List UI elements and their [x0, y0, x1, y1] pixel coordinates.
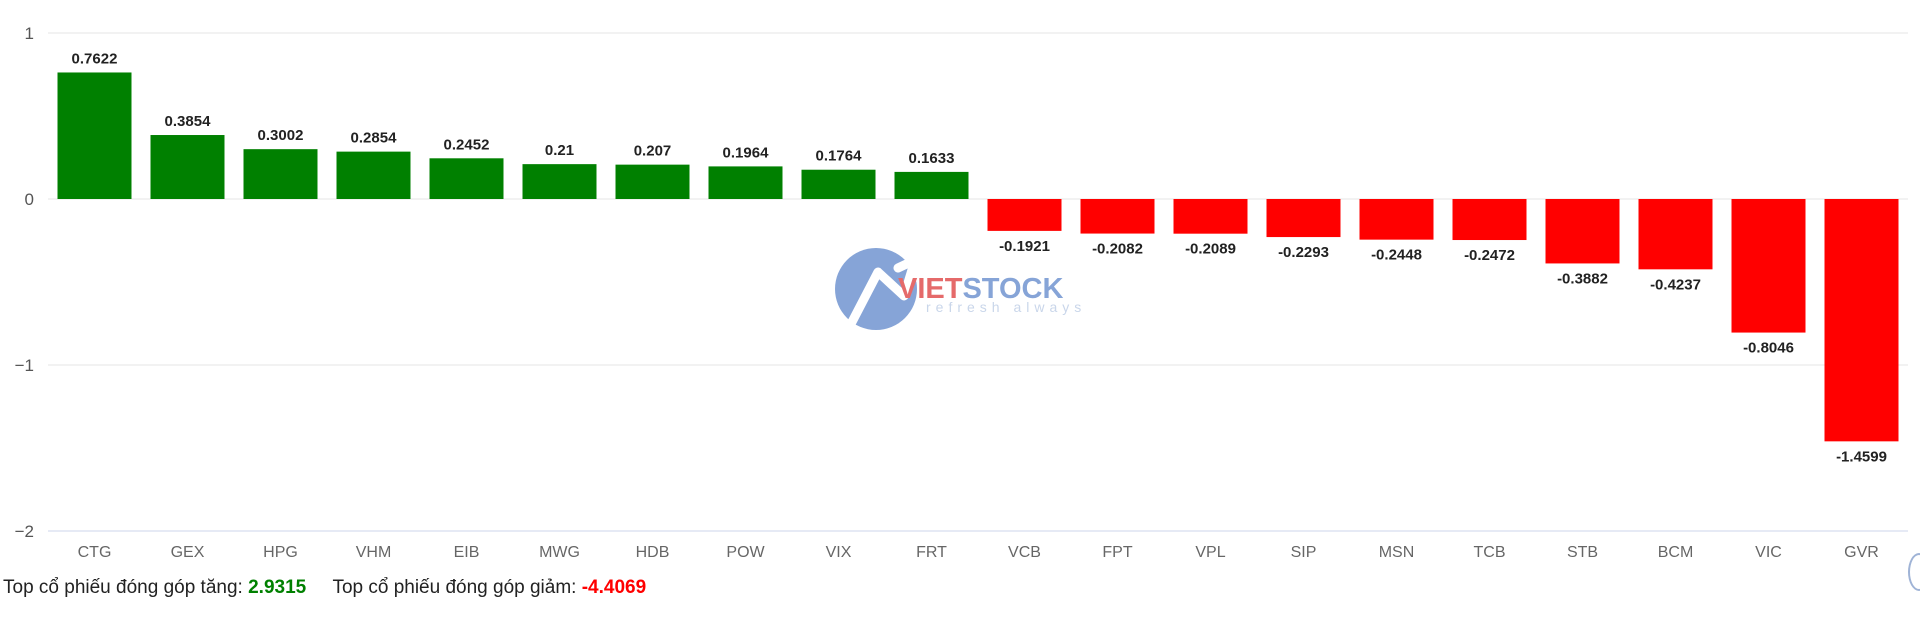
- bars: 0.7622 0.3854 0.3002 0.2854 0.2452 0.21 0.207 0…: [57, 50, 1899, 465]
- y-tick-label: 0: [25, 190, 34, 209]
- bar-gvr: [1824, 199, 1899, 442]
- x-tick-label: VCB: [1008, 544, 1041, 561]
- data-label: -0.1921: [999, 238, 1050, 255]
- bar-vix: [801, 169, 876, 199]
- bar-tcb: [1452, 199, 1527, 241]
- data-label: -0.3882: [1557, 270, 1608, 287]
- x-tick-label: SIP: [1291, 544, 1317, 561]
- watermark-arrow-icon: [847, 255, 924, 327]
- x-tick-label: MSN: [1379, 544, 1415, 561]
- x-tick-label: VIX: [826, 544, 852, 561]
- bar-mwg: [522, 164, 597, 199]
- watermark-brand: VIETSTOCK: [898, 273, 1064, 305]
- y-axis: 1 0 −1 −2: [15, 24, 34, 541]
- y-tick-label: −2: [15, 522, 34, 541]
- x-tick-label: HDB: [636, 544, 670, 561]
- data-label: 0.3002: [258, 127, 304, 144]
- data-label: 0.21: [545, 142, 574, 159]
- top-up-label: Top cổ phiếu đóng góp tăng:: [3, 577, 243, 598]
- data-label: -0.2448: [1371, 247, 1422, 264]
- bar-stb: [1545, 199, 1620, 264]
- x-tick-label: EIB: [454, 544, 480, 561]
- data-label: -0.2472: [1464, 247, 1515, 264]
- data-label: -0.8046: [1743, 340, 1794, 357]
- data-label: 0.1633: [909, 150, 955, 167]
- x-tick-label: POW: [726, 544, 765, 561]
- bar-ctg: [57, 72, 132, 199]
- top-up-value: 2.9315: [248, 577, 307, 598]
- x-tick-label: MWG: [539, 544, 580, 561]
- x-tick-label: CTG: [78, 544, 112, 561]
- top-down-value: -4.4069: [581, 577, 647, 598]
- data-label: 0.1764: [816, 148, 863, 165]
- bar-gex: [150, 135, 225, 199]
- vietstock-watermark: VIETSTOCK refresh always: [835, 248, 1086, 330]
- data-label: 0.1964: [723, 144, 770, 161]
- y-tick-label: 1: [25, 24, 34, 43]
- x-axis: CTG GEX HPG VHM EIB MWG HDB POW VIX FRT VCB FPT VPL S…: [78, 544, 1879, 561]
- data-label: 0.7622: [72, 50, 118, 67]
- bar-bcm: [1638, 199, 1713, 270]
- data-label: -1.4599: [1836, 448, 1887, 465]
- edge-ring-icon: [1908, 553, 1920, 591]
- x-tick-label: VHM: [356, 544, 392, 561]
- y-tick-label: −1: [15, 356, 34, 375]
- data-label: -0.4237: [1650, 276, 1701, 293]
- x-tick-label: HPG: [263, 544, 298, 561]
- x-tick-label: GVR: [1844, 544, 1879, 561]
- bar-vhm: [336, 151, 411, 199]
- top-down-label: Top cổ phiếu đóng góp giảm:: [332, 577, 577, 598]
- x-tick-label: FPT: [1102, 544, 1132, 561]
- x-tick-label: VPL: [1195, 544, 1225, 561]
- data-label: 0.2452: [444, 136, 490, 153]
- bar-sip: [1266, 199, 1341, 238]
- x-tick-label: STB: [1567, 544, 1598, 561]
- x-tick-label: TCB: [1474, 544, 1506, 561]
- x-tick-label: GEX: [171, 544, 205, 561]
- data-label: -0.2293: [1278, 244, 1329, 261]
- bar-eib: [429, 158, 504, 199]
- summary-line: Top cổ phiếu đóng góp tăng: 2.9315 Top c…: [3, 577, 646, 599]
- bar-frt: [894, 171, 969, 199]
- x-tick-label: FRT: [916, 544, 947, 561]
- bar-hdb: [615, 164, 690, 199]
- data-label: -0.2089: [1185, 241, 1236, 258]
- bar-pow: [708, 166, 783, 199]
- data-label: 0.2854: [351, 130, 398, 147]
- bar-vpl: [1173, 199, 1248, 234]
- bar-hpg: [243, 149, 318, 199]
- data-label: -0.2082: [1092, 241, 1143, 258]
- contribution-bar-chart: 1 0 −1 −2 0.7622 0.3854 0.3002 0.2854 0.2452 0.2…: [15, 24, 1908, 561]
- data-label: 0.3854: [165, 113, 212, 130]
- watermark-tagline: refresh always: [926, 299, 1086, 315]
- x-tick-label: BCM: [1658, 544, 1694, 561]
- x-tick-label: VIC: [1755, 544, 1782, 561]
- data-label: 0.207: [634, 143, 672, 160]
- bar-msn: [1359, 199, 1434, 240]
- bar-vic: [1731, 199, 1806, 333]
- bar-vcb: [987, 199, 1062, 231]
- bar-fpt: [1080, 199, 1155, 234]
